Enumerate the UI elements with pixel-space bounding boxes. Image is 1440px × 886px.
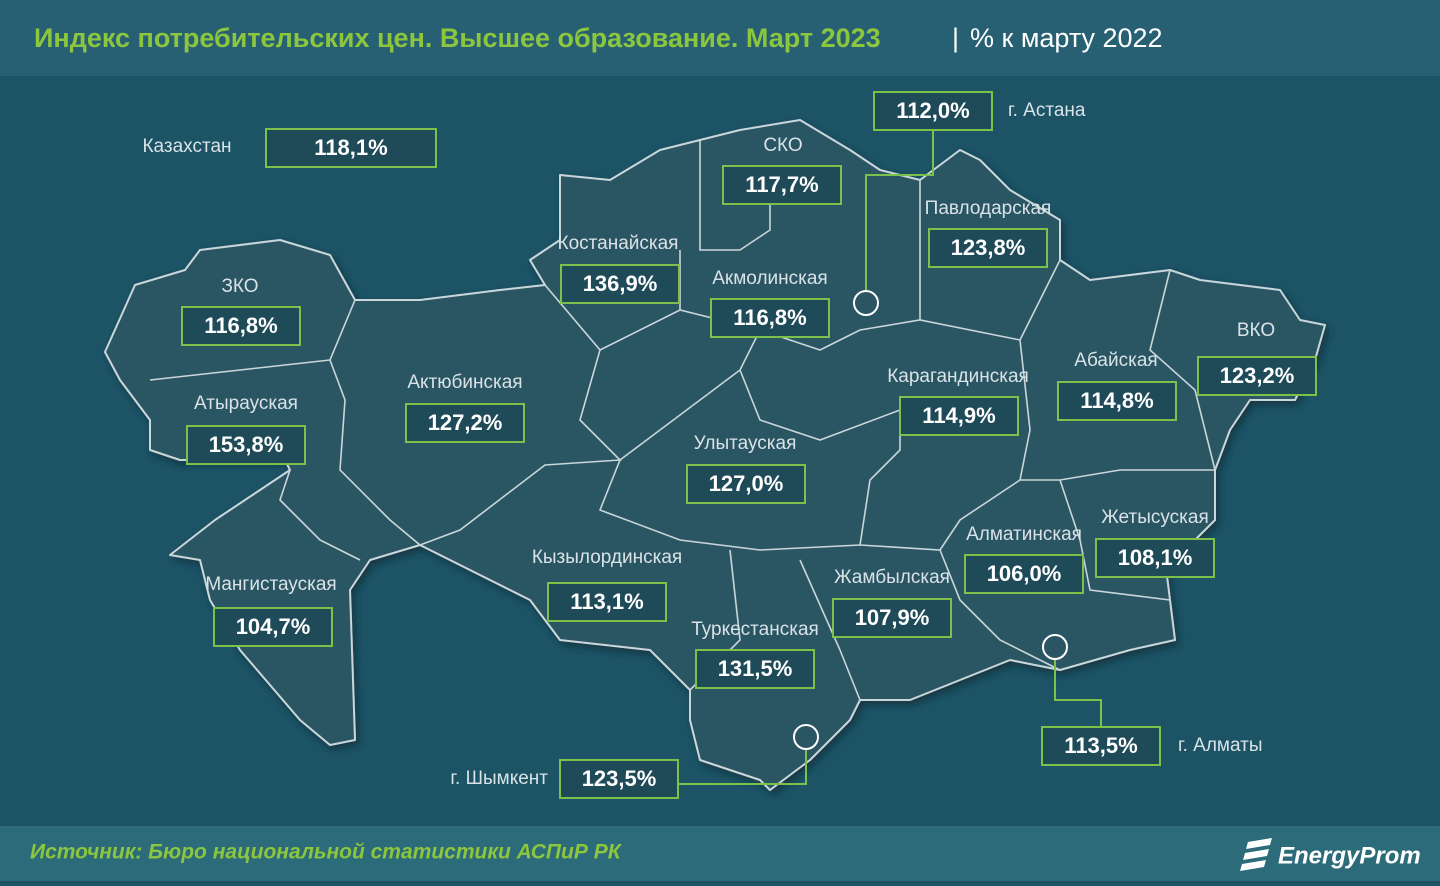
- value-label: 114,8%: [1080, 388, 1153, 413]
- city-name: г. Астана: [1008, 100, 1086, 121]
- value-label: 127,0%: [709, 471, 784, 496]
- value-box: [265, 128, 437, 168]
- source: Источник: Бюро национальной статистики А…: [30, 841, 623, 864]
- region-name: Атырауская: [194, 393, 298, 414]
- region-name: Алматинская: [966, 524, 1082, 545]
- value-label: 104,7%: [236, 614, 311, 639]
- region-name: ВКО: [1237, 320, 1275, 341]
- value-box: [181, 306, 301, 346]
- map: [104, 119, 1326, 791]
- value-label: 123,2%: [1220, 363, 1295, 388]
- value-label: 113,5%: [1064, 733, 1137, 758]
- region-borders: [149, 140, 1216, 701]
- subtitle: % к марту 2022: [970, 23, 1163, 53]
- logo: EnergyProm: [1240, 838, 1421, 871]
- value-label: 116,8%: [204, 313, 277, 338]
- footer-bar: [0, 826, 1440, 881]
- logo-text: EnergyProm: [1278, 842, 1421, 869]
- city-name: г. Шымкент: [450, 768, 548, 789]
- value-box: [186, 425, 306, 465]
- city-marker: [793, 724, 819, 750]
- value-box: [832, 598, 952, 638]
- logo-icon: [1240, 838, 1272, 871]
- value-box: [1095, 538, 1215, 578]
- value-label: 123,5%: [582, 766, 657, 791]
- title: Индекс потребительских цен. Высшее образ…: [34, 23, 881, 53]
- value-box: [405, 403, 525, 443]
- value-box: [560, 264, 680, 304]
- city-marker: [853, 290, 879, 316]
- value-box: [1197, 356, 1317, 396]
- region-name: Улытауская: [694, 433, 797, 454]
- connector: [678, 750, 807, 785]
- value-box: [559, 759, 679, 799]
- region-name: ЗКО: [221, 276, 258, 297]
- value-box: [547, 582, 667, 622]
- city-marker: [1042, 634, 1068, 660]
- value-label: 106,0%: [987, 561, 1062, 586]
- value-label: 113,1%: [570, 589, 643, 614]
- value-box: [695, 649, 815, 689]
- country-name: Казахстан: [142, 136, 231, 157]
- value-box: [928, 228, 1048, 268]
- value-label: 107,9%: [855, 605, 930, 630]
- value-label: 112,0%: [896, 98, 969, 123]
- value-box: [213, 607, 333, 647]
- value-label: 118,1%: [314, 135, 387, 160]
- value-label: 116,8%: [733, 305, 806, 330]
- region-name: Жамбылская: [834, 567, 950, 588]
- region-name: Акмолинская: [712, 268, 827, 289]
- region-name: Абайская: [1074, 350, 1157, 371]
- region-name: СКО: [763, 135, 802, 156]
- value-box: [1041, 726, 1161, 766]
- value-label: 114,9%: [922, 403, 995, 428]
- region-name: Кызылординская: [532, 547, 682, 568]
- value-label: 127,2%: [428, 410, 503, 435]
- value-box: [722, 165, 842, 205]
- region-name: Павлодарская: [925, 198, 1052, 219]
- value-box: [873, 91, 993, 131]
- value-label: 123,8%: [951, 235, 1026, 260]
- connector: [1054, 660, 1102, 727]
- value-box: [899, 396, 1019, 436]
- value-label: 153,8%: [209, 432, 284, 457]
- value-box: [710, 298, 830, 338]
- value-box: [686, 464, 806, 504]
- value-box: [1057, 381, 1177, 421]
- region-name: Мангистауская: [205, 574, 336, 595]
- city-name: г. Алматы: [1178, 735, 1263, 756]
- value-label: 108,1%: [1118, 545, 1193, 570]
- labels: Казахстан 118,1% ЗКО 116,8% Атырауская 153,8%…: [142, 91, 1317, 799]
- region-name: Туркестанская: [691, 619, 819, 640]
- region-name: Актюбинская: [407, 372, 522, 393]
- region-name: Жетысуская: [1101, 507, 1208, 528]
- value-box: [964, 554, 1084, 594]
- separator: |: [952, 23, 959, 53]
- value-label: 131,5%: [718, 656, 793, 681]
- title-bar: [0, 0, 1440, 76]
- value-label: 136,9%: [583, 271, 658, 296]
- value-label: 117,7%: [745, 172, 818, 197]
- connector: [865, 130, 934, 290]
- region-name: Карагандинская: [887, 366, 1029, 387]
- region-name: Костанайская: [558, 233, 679, 254]
